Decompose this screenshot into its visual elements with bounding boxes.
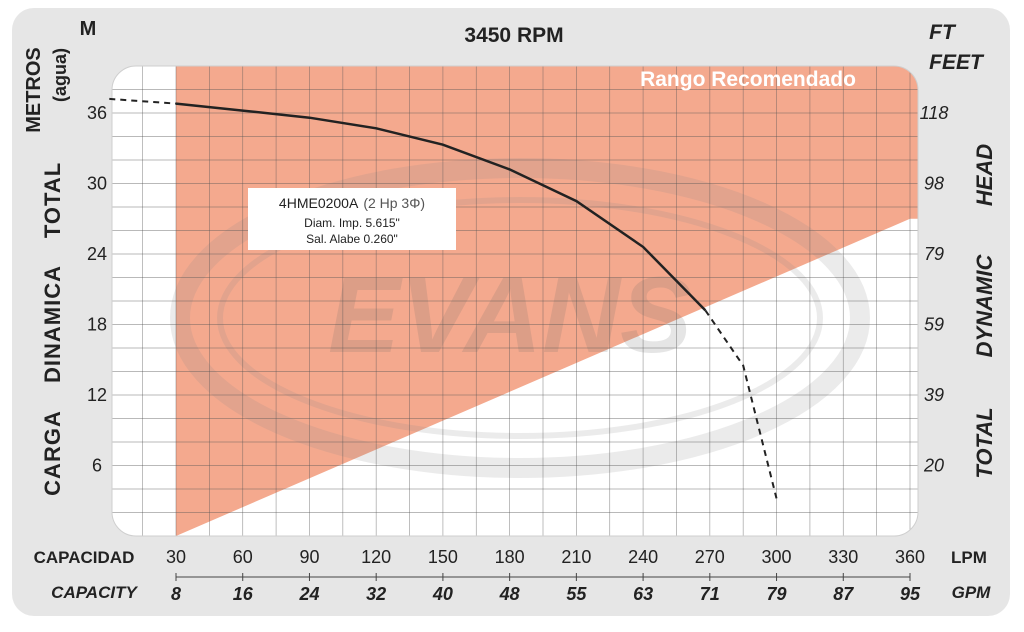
left-axis-title-dinamica: DINAMICA	[40, 265, 65, 383]
watermark-logo: EVANS	[170, 158, 870, 478]
annotation-vane: Sal. Alabe 0.260"	[306, 232, 398, 246]
annotation-box	[248, 188, 456, 250]
right-axis-unit-feet: FEET	[929, 51, 985, 74]
annotation-title: 4HME0200A (2 Hp 3Φ)	[279, 195, 425, 211]
x2-axis-tick-label: 40	[432, 584, 453, 604]
x2-axis-tick-label: 24	[298, 584, 319, 604]
x-axis-tick-label: 270	[695, 547, 725, 567]
right-axis-tick-label: 79	[924, 244, 944, 264]
x-axis-ticks: 30 60 90 120 150 180 210 240 270 300 330 360	[166, 547, 925, 567]
left-axis-tick-label: 36	[87, 103, 107, 123]
x2-axis-ticks: 8 16 24 32 40 48 55 63 71 79 87 95	[171, 573, 921, 604]
x2-axis-tick-label: 71	[700, 584, 720, 604]
x-axis-label: CAPACIDAD	[34, 548, 135, 567]
curve-dashed-end	[704, 309, 778, 499]
annotation-model: 4HME0200A	[279, 195, 359, 211]
x-axis-tick-label: 30	[166, 547, 186, 567]
left-axis-ticks: 6 12 18 24 30 36	[87, 103, 107, 476]
left-axis-tick-label: 30	[87, 174, 107, 194]
recommended-range-label: Rango Recomendado	[640, 68, 856, 91]
x-axis-tick-label: 330	[828, 547, 858, 567]
plot-border	[111, 65, 919, 537]
right-axis-tick-label: 39	[924, 385, 944, 405]
x2-axis-tick-label: 16	[233, 584, 254, 604]
annotation-power: (2 Hp 3Φ)	[363, 195, 425, 211]
right-axis-tick-label: 118	[920, 103, 949, 123]
plot-area: EVANS	[112, 66, 918, 536]
left-axis-label-metros: METROS	[23, 47, 45, 133]
right-axis-unit-ft: FT	[929, 21, 957, 44]
x-axis-tick-label: 210	[561, 547, 591, 567]
right-axis-tick-label: 20	[923, 456, 944, 476]
left-axis-title-total: TOTAL	[40, 162, 65, 238]
left-axis-tick-label: 18	[87, 315, 107, 335]
pump-curve	[109, 97, 778, 499]
left-axis-title-carga: CARGA	[40, 410, 65, 496]
grid	[112, 66, 918, 536]
x2-axis-unit: GPM	[952, 583, 992, 602]
x2-axis-tick-label: 55	[566, 584, 587, 604]
x-axis-tick-label: 120	[361, 547, 391, 567]
curve-annotation: 4HME0200A (2 Hp 3Φ) Diam. Imp. 5.615" Sal…	[248, 188, 456, 250]
x-axis-unit: LPM	[951, 548, 987, 567]
x2-axis-label: CAPACITY	[51, 583, 138, 602]
x-axis-tick-label: 150	[428, 547, 458, 567]
left-axis-unit: M	[80, 18, 97, 40]
left-axis-tick-label: 6	[92, 456, 102, 476]
recommended-range-area	[176, 66, 918, 536]
right-axis-tick-label: 98	[924, 174, 944, 194]
x-axis-tick-label: 240	[628, 547, 658, 567]
curve-solid	[175, 102, 707, 312]
right-axis-ticks: 20 39 59 79 98 118	[920, 103, 949, 476]
right-axis-title-dynamic: DYNAMIC	[972, 254, 997, 358]
x2-axis-tick-label: 79	[767, 584, 787, 604]
x2-axis-tick-label: 87	[833, 584, 854, 604]
right-axis-tick-label: 59	[924, 315, 944, 335]
right-axis-title-head: HEAD	[972, 144, 997, 206]
left-axis-tick-label: 12	[87, 385, 107, 405]
x-axis-tick-label: 180	[495, 547, 525, 567]
x-axis-tick-label: 90	[299, 547, 319, 567]
watermark-text: EVANS	[328, 254, 692, 375]
x2-axis-tick-label: 95	[900, 584, 921, 604]
x2-axis-tick-label: 8	[171, 584, 181, 604]
right-axis-title-total: TOTAL	[972, 407, 997, 478]
x2-axis-tick-label: 32	[366, 584, 386, 604]
x-axis-tick-label: 60	[233, 547, 253, 567]
left-axis-tick-label: 24	[87, 244, 107, 264]
x-axis-tick-label: 360	[895, 547, 925, 567]
annotation-impeller: Diam. Imp. 5.615"	[304, 216, 400, 230]
chart-title: 3450 RPM	[464, 24, 563, 47]
left-axis-label-agua: (agua)	[50, 48, 70, 102]
x2-axis-tick-label: 63	[633, 584, 653, 604]
x-axis-tick-label: 300	[762, 547, 792, 567]
curve-dashed-start	[109, 97, 177, 105]
x2-axis-tick-label: 48	[499, 584, 520, 604]
